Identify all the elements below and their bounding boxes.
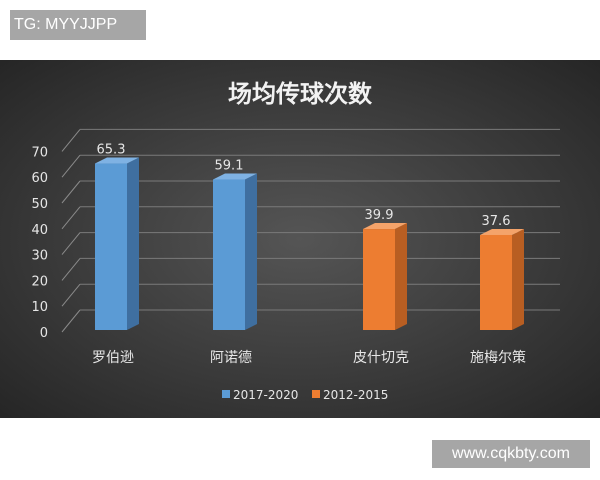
y-tick-label: 70 xyxy=(31,145,48,160)
gridline-diagonal xyxy=(61,180,81,204)
y-tick-label: 0 xyxy=(40,326,48,341)
data-label: 59.1 xyxy=(215,159,244,174)
gridline-diagonal xyxy=(61,258,81,281)
bar-side xyxy=(395,223,407,330)
bar-side xyxy=(245,173,257,330)
y-tick-label: 20 xyxy=(31,274,48,289)
legend-swatch xyxy=(222,390,230,398)
watermark-top: TG: MYYJJPP xyxy=(10,10,146,40)
y-tick-label: 40 xyxy=(31,223,48,238)
bar-top xyxy=(213,173,257,180)
gridline-diagonal xyxy=(61,232,81,255)
gridline-diagonal xyxy=(61,206,81,230)
bar-side xyxy=(512,228,524,330)
bar-top xyxy=(95,157,139,164)
watermark-bottom: www.cqkbty.com xyxy=(432,440,590,468)
bar-top xyxy=(480,228,524,235)
bar xyxy=(95,163,127,330)
y-tick-label: 10 xyxy=(31,300,48,315)
data-label: 65.3 xyxy=(97,143,126,158)
chart-title: 场均传球次数 xyxy=(228,80,373,108)
legend-label: 2012-2015 xyxy=(323,388,388,402)
bar xyxy=(480,234,512,330)
bar-top xyxy=(363,223,407,230)
data-label: 39.9 xyxy=(365,208,394,223)
data-label: 37.6 xyxy=(482,214,511,229)
gridline-diagonal xyxy=(61,129,81,152)
x-category-label: 皮什切克 xyxy=(353,350,409,366)
y-tick-label: 50 xyxy=(31,197,48,212)
bar-side xyxy=(127,157,139,330)
gridline-diagonal xyxy=(61,154,81,178)
bar xyxy=(213,179,245,330)
legend-label: 2017-2020 xyxy=(233,388,298,402)
gridline-diagonal xyxy=(61,283,81,307)
x-category-label: 阿诺德 xyxy=(210,350,252,366)
y-tick-label: 60 xyxy=(31,171,48,186)
bar xyxy=(363,229,395,330)
x-category-label: 施梅尔策 xyxy=(470,349,526,366)
gridline-diagonal xyxy=(61,309,81,333)
legend-swatch xyxy=(312,390,320,398)
x-category-label: 罗伯逊 xyxy=(92,350,134,366)
y-tick-label: 30 xyxy=(31,249,48,264)
chart: 场均传球次数 0 10 20 30 40 50 60 70 65.3 罗伯逊 59.1 阿诺德 39.9… xyxy=(0,60,600,418)
